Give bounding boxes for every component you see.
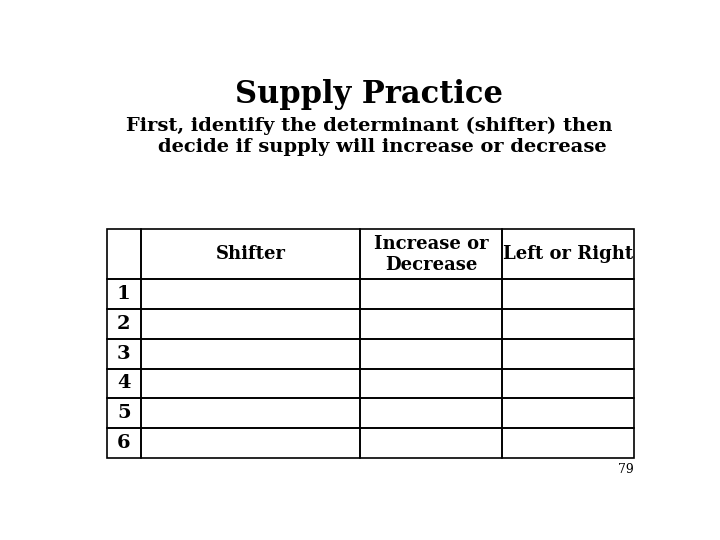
Text: 1: 1 [117,285,131,303]
Text: 79: 79 [618,463,634,476]
Text: 6: 6 [117,434,131,452]
Text: 2: 2 [117,315,130,333]
Text: First, identify the determinant (shifter) then: First, identify the determinant (shifter… [126,117,612,135]
Text: Increase or
Decrease: Increase or Decrease [374,235,488,274]
Text: Left or Right: Left or Right [503,245,633,263]
Text: decide if supply will increase or decrease: decide if supply will increase or decrea… [131,138,607,156]
Text: 3: 3 [117,345,131,363]
Text: Supply Practice: Supply Practice [235,79,503,110]
Text: 5: 5 [117,404,131,422]
Text: Shifter: Shifter [215,245,285,263]
Text: 4: 4 [117,374,130,393]
